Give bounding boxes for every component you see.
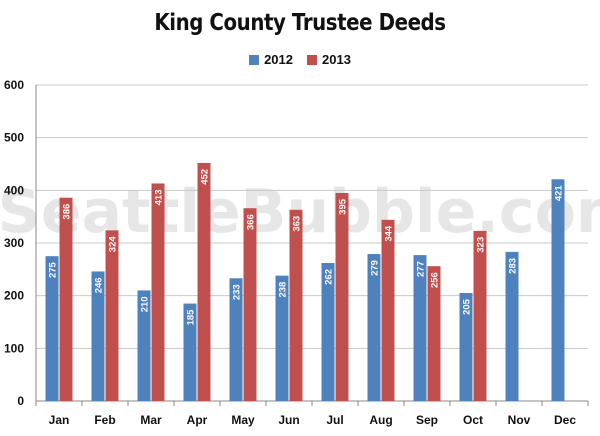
y-tick-label-100: 100 [4, 341, 24, 355]
bar-2012-nov [505, 251, 519, 401]
data-label-2013-feb: 324 [108, 236, 119, 253]
bar-2012-jan [45, 256, 59, 401]
data-label-2012-feb: 246 [94, 277, 105, 293]
x-tick-label-may: May [231, 413, 255, 427]
bar-2013-mar [151, 183, 165, 401]
chart-title: King County Trustee Deeds [154, 10, 446, 36]
legend-label-2012: 2012 [264, 52, 293, 67]
y-tick-label-300: 300 [4, 236, 24, 250]
x-tick-label-feb: Feb [94, 413, 115, 427]
bar-2013-may [243, 208, 257, 401]
data-label-2012-oct: 205 [462, 298, 473, 315]
bar-2013-jul [335, 192, 349, 401]
legend-swatch-2013 [307, 54, 317, 65]
x-tick-label-oct: Oct [463, 413, 483, 427]
bar-2013-jun [289, 209, 303, 401]
bar-2012-apr [183, 303, 197, 401]
data-label-2013-oct: 323 [476, 237, 487, 253]
data-label-2012-jul: 262 [324, 269, 335, 285]
y-tick-label-400: 400 [4, 183, 24, 197]
data-label-2013-jan: 386 [62, 204, 73, 220]
x-tick-label-jul: Jul [326, 413, 343, 427]
legend: 2012 2013 [0, 52, 600, 67]
y-tick-label-200: 200 [4, 289, 24, 303]
bar-2012-jun [275, 275, 289, 401]
bar-2013-apr [197, 162, 211, 401]
bar-2012-jul [321, 263, 335, 401]
y-tick-label-500: 500 [4, 131, 24, 145]
x-tick-label-aug: Aug [369, 413, 392, 427]
x-tick-label-jan: Jan [49, 413, 70, 427]
data-label-2012-jan: 275 [48, 261, 59, 278]
bar-2012-may [229, 278, 243, 401]
data-label-2013-apr: 452 [200, 169, 211, 185]
bar-2013-oct [473, 230, 487, 401]
data-label-2012-dec: 421 [554, 185, 565, 202]
bar-2012-sep [413, 255, 427, 401]
legend-swatch-2012 [249, 54, 260, 65]
data-label-2012-may: 233 [232, 284, 243, 300]
data-label-2012-mar: 210 [140, 296, 151, 312]
legend-item-2013: 2013 [307, 52, 351, 67]
y-tick-label-600: 600 [4, 78, 24, 92]
x-tick-label-apr: Apr [187, 413, 208, 427]
legend-item-2012: 2012 [249, 52, 293, 67]
data-label-2013-aug: 344 [384, 225, 395, 242]
data-label-2013-jul: 395 [338, 198, 349, 215]
x-tick-label-jun: Jun [278, 413, 299, 427]
legend-label-2013: 2013 [322, 52, 351, 67]
bar-2012-mar [137, 290, 151, 401]
data-label-2012-aug: 279 [370, 260, 381, 276]
data-label-2013-jun: 363 [292, 216, 303, 232]
bar-2012-oct [459, 293, 473, 401]
bar-2013-aug [381, 219, 395, 401]
bar-2012-aug [367, 254, 381, 401]
data-label-2012-nov: 283 [508, 258, 519, 274]
data-label-2012-jun: 238 [278, 282, 289, 298]
y-tick-label-0: 0 [17, 394, 24, 408]
data-label-2013-may: 366 [246, 214, 257, 230]
data-label-2013-sep: 256 [430, 272, 441, 288]
bar-2013-jan [59, 197, 73, 401]
x-tick-label-mar: Mar [140, 413, 162, 427]
bar-2013-sep [427, 266, 441, 401]
x-tick-label-nov: Nov [508, 413, 531, 427]
bar-2013-feb [105, 230, 119, 401]
data-label-2012-apr: 185 [186, 309, 197, 326]
data-label-2013-mar: 413 [154, 189, 165, 205]
bar-2012-dec [551, 179, 565, 401]
x-tick-label-dec: Dec [554, 413, 576, 427]
bar-2012-feb [91, 271, 105, 401]
data-label-2012-sep: 277 [416, 261, 427, 277]
x-tick-label-sep: Sep [416, 413, 438, 427]
